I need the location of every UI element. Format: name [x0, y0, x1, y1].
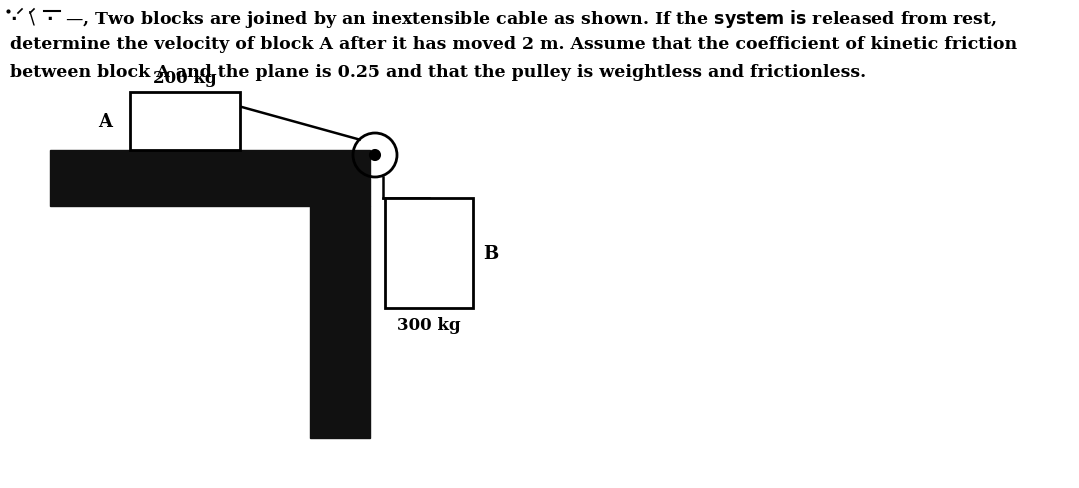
- Text: B: B: [483, 244, 498, 263]
- Text: $\mathbf{\cdot}$  $\backslash$  $\mathbf{\cdot}$  —, Two blocks are joined by an: $\mathbf{\cdot}$ $\backslash$ $\mathbf{\…: [10, 8, 997, 30]
- Text: determine the velocity of block A after it has moved 2 m. Assume that the coeffi: determine the velocity of block A after …: [10, 36, 1017, 53]
- Text: between block A and the plane is 0.25 and that the pulley is weightless and fric: between block A and the plane is 0.25 an…: [10, 64, 866, 81]
- Text: A: A: [98, 113, 112, 131]
- Bar: [385, 199, 473, 308]
- Bar: [50, 151, 370, 206]
- Text: 200 kg: 200 kg: [153, 70, 217, 87]
- Bar: [310, 206, 370, 438]
- Circle shape: [370, 151, 380, 161]
- Text: 300 kg: 300 kg: [397, 316, 461, 333]
- Bar: [129, 93, 240, 151]
